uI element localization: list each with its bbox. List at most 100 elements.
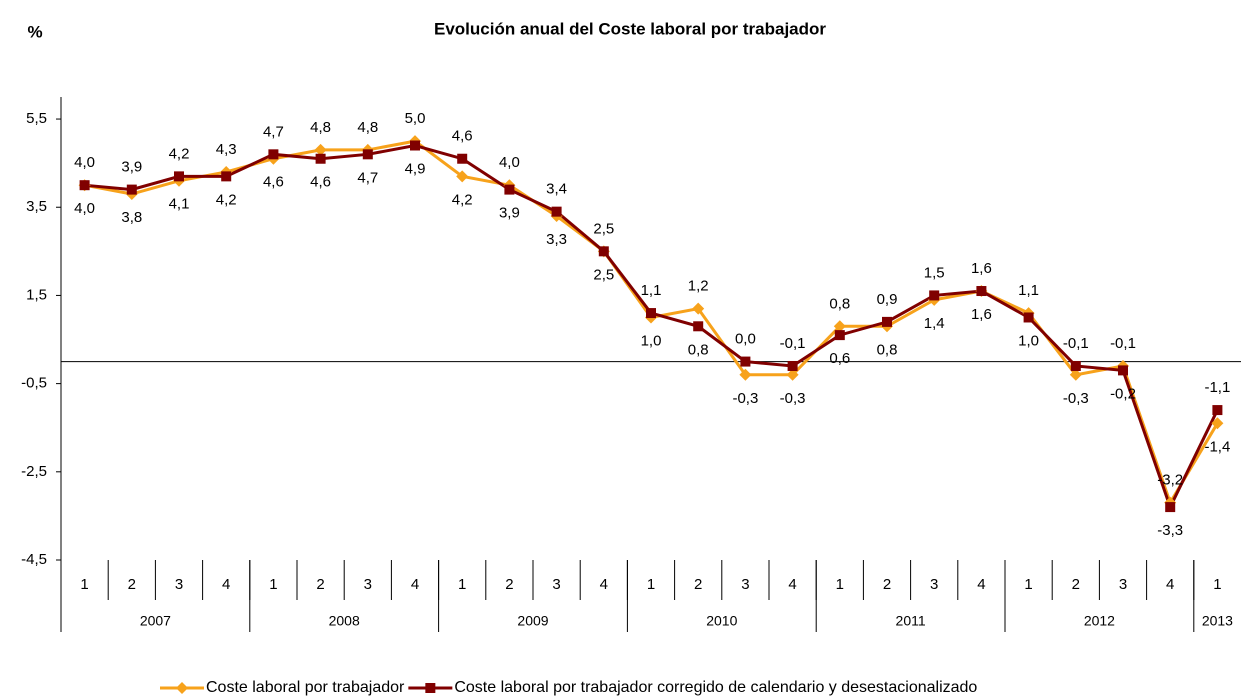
data-point <box>882 316 892 327</box>
group-label: 2013 <box>1202 613 1233 629</box>
x-tick-label: 3 <box>364 576 372 593</box>
value-label: -3,2 <box>1157 472 1183 489</box>
data-point <box>740 356 751 367</box>
value-label: 1,0 <box>1018 332 1039 349</box>
x-tick-label: 3 <box>1119 576 1127 593</box>
value-label: 4,0 <box>74 154 95 171</box>
value-label: -0,3 <box>780 390 806 407</box>
data-point <box>646 308 656 319</box>
value-label: 4,6 <box>452 128 473 145</box>
group-label: 2008 <box>329 613 360 629</box>
data-point <box>221 171 232 182</box>
value-label: 3,4 <box>546 181 567 198</box>
value-label: 4,9 <box>405 160 426 177</box>
data-point <box>457 153 468 164</box>
x-tick-label: 3 <box>741 576 749 593</box>
value-label: 4,2 <box>216 191 237 208</box>
data-point <box>929 290 940 301</box>
legend-marker <box>176 682 188 694</box>
data-point <box>1069 368 1082 381</box>
value-label: 4,0 <box>499 154 520 171</box>
value-label: 4,8 <box>310 119 331 136</box>
x-tick-label: 4 <box>600 576 608 593</box>
value-label: -0,1 <box>780 335 806 352</box>
value-label: -0,1 <box>1110 335 1136 352</box>
value-label: -0,3 <box>732 390 758 407</box>
value-label: 0,0 <box>735 331 756 348</box>
data-point <box>362 149 373 160</box>
value-label: 1,6 <box>971 306 992 323</box>
value-label: 0,8 <box>688 341 709 358</box>
legend-label: Coste laboral por trabajador corregido d… <box>454 679 977 696</box>
value-label: 5,0 <box>405 110 426 127</box>
data-point <box>739 368 752 381</box>
x-tick-label: 1 <box>1213 576 1221 593</box>
value-label: 4,2 <box>169 145 190 162</box>
group-label: 2009 <box>517 613 548 629</box>
x-tick-label: 4 <box>411 576 419 593</box>
x-tick-label: 1 <box>647 576 655 593</box>
data-point <box>79 180 90 191</box>
data-point <box>1212 405 1223 416</box>
x-tick-label: 1 <box>458 576 466 593</box>
x-tick-label: 2 <box>694 576 702 593</box>
value-label: 1,4 <box>924 315 945 332</box>
x-tick-label: 4 <box>977 576 985 593</box>
value-label: 4,6 <box>263 174 284 191</box>
y-tick-label: -2,5 <box>21 463 47 480</box>
value-label: 3,9 <box>121 159 142 176</box>
data-point <box>314 143 327 156</box>
data-point <box>1070 360 1081 371</box>
value-label: 4,7 <box>357 169 378 186</box>
value-label: 0,8 <box>877 341 898 358</box>
value-label: 3,9 <box>499 205 520 222</box>
x-tick-label: 3 <box>552 576 560 593</box>
data-point <box>834 330 845 341</box>
chart-title: Evolución anual del Coste laboral por tr… <box>434 19 826 38</box>
value-label: -0,3 <box>1063 390 1089 407</box>
data-point <box>410 140 420 151</box>
value-label: 1,1 <box>1018 282 1039 299</box>
value-label: 2,5 <box>593 220 614 237</box>
value-label: -1,4 <box>1204 438 1230 455</box>
data-point <box>456 170 469 183</box>
x-tick-label: 1 <box>80 576 88 593</box>
data-point <box>692 302 705 315</box>
value-label: 4,8 <box>357 119 378 136</box>
data-point <box>1118 365 1128 376</box>
value-label: -1,1 <box>1204 379 1230 396</box>
data-point <box>787 360 798 371</box>
legend-marker <box>425 683 436 693</box>
value-label: 0,6 <box>829 350 850 367</box>
x-tick-label: 4 <box>1166 576 1174 593</box>
value-label: 1,0 <box>641 332 662 349</box>
data-point <box>693 321 704 332</box>
value-label: 1,6 <box>971 260 992 277</box>
y-tick-label: -4,5 <box>21 551 47 568</box>
data-point <box>174 171 184 182</box>
value-label: 4,2 <box>452 191 473 208</box>
x-tick-label: 2 <box>505 576 513 593</box>
x-tick-label: 2 <box>1072 576 1080 593</box>
data-point <box>598 246 609 257</box>
group-label: 2011 <box>896 613 926 629</box>
data-point <box>833 320 846 333</box>
data-point <box>315 153 326 164</box>
data-point <box>551 206 562 217</box>
data-point <box>126 184 137 195</box>
y-tick-label: 3,5 <box>26 198 47 215</box>
value-label: 3,3 <box>546 231 567 248</box>
value-label: -0,2 <box>1110 385 1136 402</box>
y-axis-label: % <box>27 22 42 41</box>
y-tick-label: 5,5 <box>26 110 47 127</box>
x-tick-label: 2 <box>883 576 891 593</box>
data-point <box>504 184 515 195</box>
data-point <box>976 286 987 297</box>
x-tick-label: 4 <box>222 576 230 593</box>
value-label: 1,2 <box>688 278 709 295</box>
y-tick-label: -0,5 <box>21 375 47 392</box>
x-tick-label: 2 <box>316 576 324 593</box>
value-label: 1,1 <box>641 282 662 299</box>
group-label: 2012 <box>1084 613 1115 629</box>
